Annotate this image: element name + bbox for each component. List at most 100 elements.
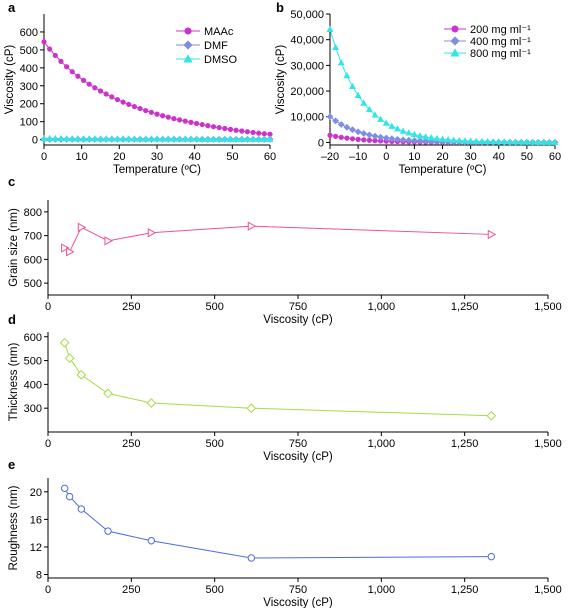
x-axis-label: Temperature (ºC) (113, 164, 201, 176)
data-point (332, 43, 340, 50)
data-point (136, 135, 144, 142)
x-tick-label: 40 (493, 151, 505, 163)
data-point (131, 103, 137, 110)
data-point (130, 135, 138, 142)
data-point (500, 138, 508, 145)
y-tick-label: 700 (24, 231, 42, 243)
y-axis-label: Viscosity (cP) (275, 45, 287, 115)
data-point (176, 135, 184, 142)
y-axis-label: Roughness (nm) (8, 485, 20, 570)
x-tick-label: 0 (45, 438, 51, 450)
data-point (534, 138, 542, 145)
x-tick-label: 40 (189, 151, 201, 163)
x-tick-label: 0 (383, 151, 389, 163)
x-axis-label: Viscosity (cP) (263, 314, 333, 326)
data-point (148, 109, 154, 115)
data-point (388, 135, 396, 143)
chart-panel-a: a0 10 20 30 40 50 600100200300400500600Tempera… (4, 0, 276, 176)
x-tick-label: 750 (289, 584, 307, 596)
data-point (410, 137, 418, 145)
data-point (205, 123, 211, 129)
data-point (210, 135, 217, 142)
data-point (551, 138, 559, 145)
data-point (108, 135, 116, 142)
x-tick-label: 1,250 (451, 584, 479, 596)
x-tick-label: 1,500 (534, 438, 562, 450)
data-point (444, 136, 452, 143)
data-point (382, 134, 390, 142)
data-point (64, 64, 70, 70)
data-point (143, 107, 149, 114)
data-point (239, 128, 245, 134)
data-point (119, 135, 127, 142)
data-point (137, 105, 143, 112)
panel-letter: b (276, 0, 284, 15)
data-point (104, 527, 112, 535)
y-tick-label: 30,000 (290, 60, 324, 72)
chart-panel-e: e 0 250 500 750 1,000 1,250 1,500 8 12 16 20 Viscosi… (8, 457, 562, 608)
data-point (354, 128, 362, 136)
y-axis-label: Thickness (nm) (8, 343, 20, 422)
data-point (517, 138, 525, 145)
data-point (495, 138, 503, 145)
data-point (326, 113, 334, 121)
data-point (57, 134, 65, 142)
data-point (160, 113, 166, 119)
y-tick-label: 20 (30, 487, 42, 499)
data-point (326, 25, 334, 33)
chart-panel-c: c 0 250 500 750 1,000 1,250 1,500 500 600 700 800 Vi… (8, 174, 562, 326)
x-tick-label: 20 (113, 151, 125, 163)
data-point (256, 130, 262, 136)
x-axis-label: Viscosity (cP) (263, 597, 333, 608)
data-point (349, 136, 356, 142)
panel-letter: a (8, 0, 16, 15)
data-point (60, 484, 69, 493)
data-point (238, 135, 246, 142)
data-point (433, 134, 441, 142)
data-point (102, 135, 110, 142)
data-point (427, 134, 435, 141)
data-point (114, 96, 121, 103)
x-tick-label: 10 (408, 151, 420, 163)
data-point (545, 138, 553, 145)
data-point (472, 137, 480, 144)
data-point (147, 228, 157, 238)
chart-panel-b: b –20 –10 0 10 20 30 40 50 60 0 10,000 20,000 30,000 4… (275, 0, 561, 176)
data-point (450, 136, 458, 143)
data-point (455, 136, 463, 144)
data-point (41, 39, 47, 45)
x-tick-label: 250 (122, 584, 140, 596)
series-line (64, 488, 492, 559)
y-tick-label: 20,000 (290, 86, 324, 98)
data-point (226, 135, 234, 142)
legend-swatch-marker (451, 25, 459, 33)
data-point (394, 125, 401, 132)
panel-letter: d (8, 312, 16, 327)
data-point (63, 135, 71, 142)
x-tick-label: 1,500 (534, 301, 562, 313)
x-tick-label: 750 (289, 438, 307, 450)
y-tick-label: 500 (20, 45, 38, 57)
series-0 (60, 484, 496, 562)
y-tick-label: 500 (24, 278, 42, 290)
data-point (187, 135, 195, 142)
data-point (147, 135, 155, 142)
data-point (467, 137, 475, 144)
data-point (250, 129, 256, 136)
y-tick-label: 100 (20, 117, 38, 129)
x-tick-label: 1,500 (534, 584, 562, 596)
data-point (104, 236, 113, 246)
data-point (382, 119, 390, 126)
data-point (80, 77, 87, 83)
data-point (360, 130, 368, 137)
data-point (193, 120, 200, 127)
data-point (489, 138, 497, 145)
y-tick-label: 400 (24, 379, 42, 391)
data-point (416, 137, 424, 145)
data-point (405, 129, 413, 136)
legend-swatch-marker (450, 48, 460, 57)
data-point (146, 398, 157, 408)
y-tick-label: 12 (30, 542, 42, 554)
x-tick-label: 50 (226, 151, 238, 163)
